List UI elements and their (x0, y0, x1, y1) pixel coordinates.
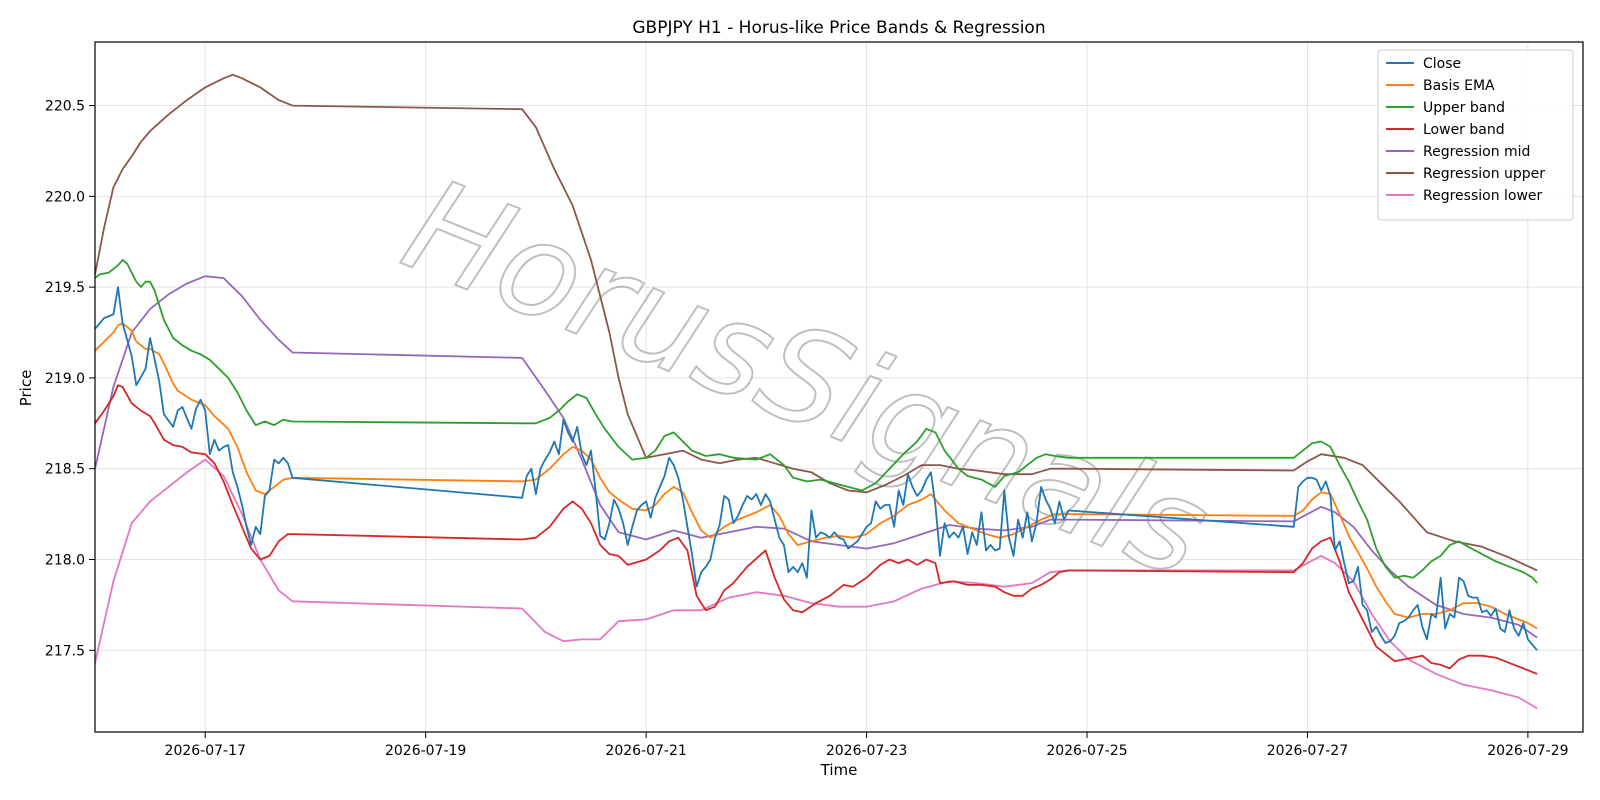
plot-frame (94, 41, 1584, 733)
legend-label-close: Close (1423, 56, 1461, 72)
x-tick-label: 2026-07-25 (1046, 743, 1127, 759)
x-axis-ticks: 2026-07-17 2026-07-19 2026-07-21 2026-07-23… (165, 732, 1569, 759)
y-tick-label: 217.5 (45, 643, 85, 659)
x-tick-label: 2026-07-27 (1267, 743, 1348, 759)
legend-label-regression-upper: Regression upper (1423, 166, 1545, 182)
legend-label-regression-lower: Regression lower (1423, 188, 1543, 204)
y-tick-label: 220.5 (45, 99, 85, 115)
x-tick-label: 2026-07-17 (165, 743, 246, 759)
series-line-regression-upper (94, 73, 1538, 572)
series-lines (94, 73, 1538, 710)
series-line-regression-mid (94, 275, 1538, 639)
legend-label-upper-band: Upper band (1423, 100, 1505, 116)
y-tick-label: 219.0 (45, 371, 85, 387)
y-axis-label: Price (17, 370, 35, 407)
y-tick-label: 218.5 (45, 462, 85, 478)
series-line-regression-lower (94, 458, 1538, 710)
y-tick-label: 219.5 (45, 280, 85, 296)
y-tick-label: 218.0 (45, 553, 85, 569)
legend-label-basis-ema: Basis EMA (1423, 78, 1495, 94)
y-tick-label: 220.0 (45, 189, 85, 205)
legend-label-regression-mid: Regression mid (1423, 144, 1530, 160)
series-line-close (94, 286, 1538, 651)
x-tick-label: 2026-07-23 (826, 743, 907, 759)
series-line-upper-band (94, 259, 1538, 584)
series-line-lower-band (94, 384, 1538, 675)
x-tick-label: 2026-07-29 (1487, 743, 1568, 759)
x-axis-label: Time (820, 761, 858, 779)
x-tick-label: 2026-07-19 (385, 743, 466, 759)
x-tick-label: 2026-07-21 (605, 743, 686, 759)
legend-label-lower-band: Lower band (1423, 122, 1505, 138)
legend: Close Basis EMA Upper band Lower band Regres… (1377, 49, 1574, 221)
grid-lines (95, 42, 1583, 732)
legend-box (1377, 49, 1574, 221)
y-axis-ticks: 217.5 218.0 218.5 219.0 219.5 220.0 220.5 (45, 99, 95, 659)
chart-title: GBPJPY H1 - Horus-like Price Bands & Reg… (632, 18, 1045, 38)
